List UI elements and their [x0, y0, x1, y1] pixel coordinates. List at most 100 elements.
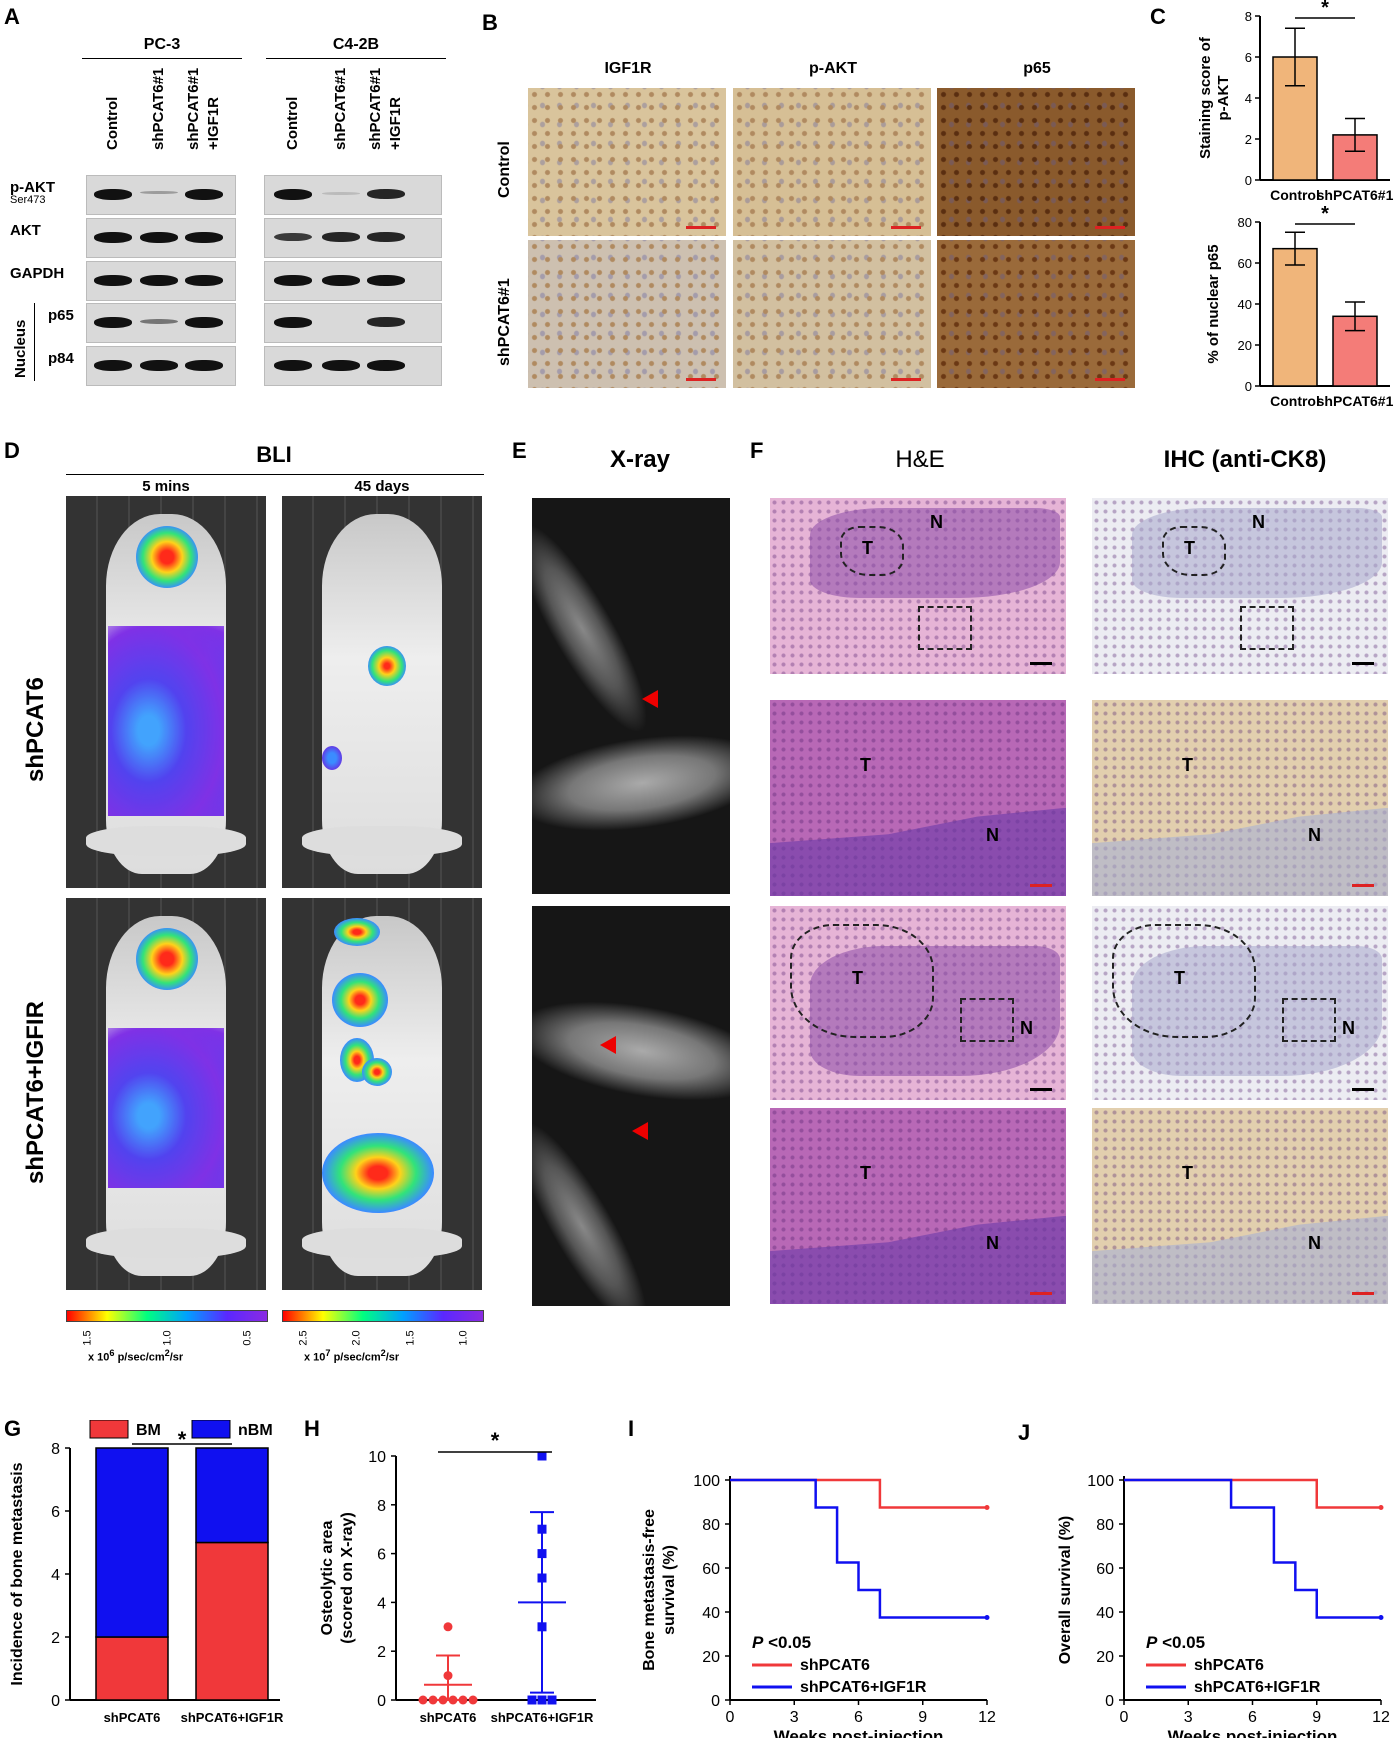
y-tick-label: 4 [1245, 91, 1252, 106]
tumor-outline [790, 924, 934, 1038]
mouse-hindlimbs [86, 1228, 246, 1258]
normal-label: N [1020, 1018, 1033, 1038]
color-scale-tick: 0.5 [241, 1330, 254, 1346]
panel-label-h: H [304, 1416, 320, 1441]
tumor-label: T [860, 754, 871, 775]
category-label: shPCAT6#1 [1317, 393, 1394, 409]
y-tick-label: 80 [1096, 1517, 1114, 1534]
stacked-bar-segment [95, 1636, 169, 1701]
data-point [428, 1695, 438, 1705]
blot-band [140, 191, 178, 195]
color-scale-unit: x 107 p/sec/cm2/sr [304, 1348, 399, 1364]
scale-bar [891, 226, 921, 229]
tumor-outline [1112, 924, 1256, 1038]
unit-part: 6 [109, 1348, 115, 1358]
survival-curve [1124, 1478, 1381, 1619]
panel-label-i: I [628, 1416, 635, 1441]
censor-mark [984, 1615, 990, 1620]
category-label: shPCAT6#1 [1317, 187, 1394, 203]
lane-label: shPCAT6#1 [150, 67, 167, 150]
zoom-box [918, 606, 972, 650]
y-tick-label: 8 [51, 1441, 60, 1458]
lane-label: +IGF1R [387, 97, 404, 150]
timepoint-45days: 45 days [354, 478, 410, 495]
y-tick-label: 6 [377, 1547, 386, 1564]
y-tick-label: 40 [702, 1605, 720, 1622]
blot-band [185, 232, 223, 243]
ihc-column-header: IGF1R [604, 60, 652, 77]
censor-mark [984, 1505, 990, 1510]
blot-row-label-p65: p65 [48, 307, 74, 324]
stacked-bar-segment [95, 1447, 169, 1638]
scale-bar [686, 378, 716, 381]
tumor-outline [840, 526, 904, 576]
blot-band [322, 191, 360, 195]
data-point [537, 1695, 547, 1705]
bli-image [66, 496, 266, 888]
blot-band [274, 317, 312, 328]
unit-part: 2 [380, 1348, 386, 1358]
y-axis-label: % of nuclear p65 [1205, 244, 1222, 363]
scale-bar [1352, 662, 1374, 665]
ihc-micrograph [937, 240, 1135, 388]
category-label: shPCAT6 [420, 1710, 477, 1725]
y-tick-label: 80 [702, 1517, 720, 1534]
x-tick-label: 3 [1184, 1709, 1193, 1726]
ihc-ck8-title: IHC (anti-CK8) [1163, 446, 1327, 473]
lane-label: shPCAT6#1 [332, 67, 349, 150]
y-axis-label: Incidence of bone metastasis [9, 1462, 26, 1685]
blot-band [94, 189, 132, 200]
x-tick-label: 3 [790, 1709, 799, 1726]
blot-row-label-p84: p84 [48, 350, 74, 367]
signal-head [136, 526, 198, 588]
signal-head [136, 928, 198, 990]
legend-label: shPCAT6 [1194, 1657, 1264, 1674]
sig-star: * [1321, 0, 1329, 19]
bli-image [282, 496, 482, 888]
scale-bar [1030, 1088, 1052, 1091]
red-arrow-marker [642, 690, 658, 708]
legend-label: shPCAT6+IGF1R [800, 1679, 927, 1696]
blot-band [140, 232, 178, 243]
color-scale-tick: 1.0 [457, 1330, 470, 1346]
normal-label: N [1342, 1018, 1355, 1038]
signal-body [108, 626, 224, 816]
category-label: shPCAT6+IGF1R [181, 1710, 284, 1725]
lane-label: Control [284, 96, 301, 150]
x-axis-label: Weeks post-injection [1168, 1727, 1338, 1738]
legend-swatch [89, 1420, 129, 1439]
signal-metastasis [334, 918, 380, 946]
panel-label-g: G [4, 1416, 22, 1441]
blot-band [274, 275, 312, 286]
y-axis-label: survival (%) [661, 1545, 678, 1635]
bli-title: BLI [256, 442, 292, 467]
y-tick-label: 40 [1238, 297, 1252, 312]
xray-image [532, 906, 730, 1306]
y-tick-label: 100 [1087, 1473, 1114, 1490]
y-axis-label: (scored on X-ray) [339, 1512, 356, 1644]
blot-band [94, 360, 132, 371]
signal-metastasis [332, 973, 388, 1027]
legend-label: shPCAT6+IGF1R [1194, 1679, 1321, 1696]
divider [82, 58, 242, 59]
color-scale-tick: 1.5 [81, 1330, 94, 1346]
ihc-micrograph [528, 88, 726, 236]
x-tick-label: 9 [1312, 1709, 1321, 1726]
y-tick-label: 0 [1245, 173, 1252, 188]
y-tick-label: 2 [377, 1644, 386, 1661]
bottom-charts: 0 2 4 6 8 shPCAT6 shPCAT6+IGF1R * BM nBM Incidence… [9, 1420, 1390, 1738]
color-scale-bar [66, 1310, 268, 1322]
timepoint-5min: 5 mins [142, 478, 190, 495]
mouse-silhouette [322, 916, 442, 1276]
panel-label-j: J [1018, 1420, 1031, 1445]
zoom-box [1240, 606, 1294, 650]
p-value-p: P [1146, 1633, 1158, 1652]
p-value-p: P [752, 1633, 764, 1652]
x-tick-label: 12 [1372, 1709, 1390, 1726]
signal-metastasis [368, 646, 406, 686]
y-tick-label: 20 [1096, 1649, 1114, 1666]
color-scale-tick: 2.0 [350, 1330, 363, 1346]
tumor-label: T [1174, 968, 1185, 988]
y-tick-label: 0 [1245, 379, 1252, 394]
ihc-column-header: p65 [1023, 60, 1051, 77]
